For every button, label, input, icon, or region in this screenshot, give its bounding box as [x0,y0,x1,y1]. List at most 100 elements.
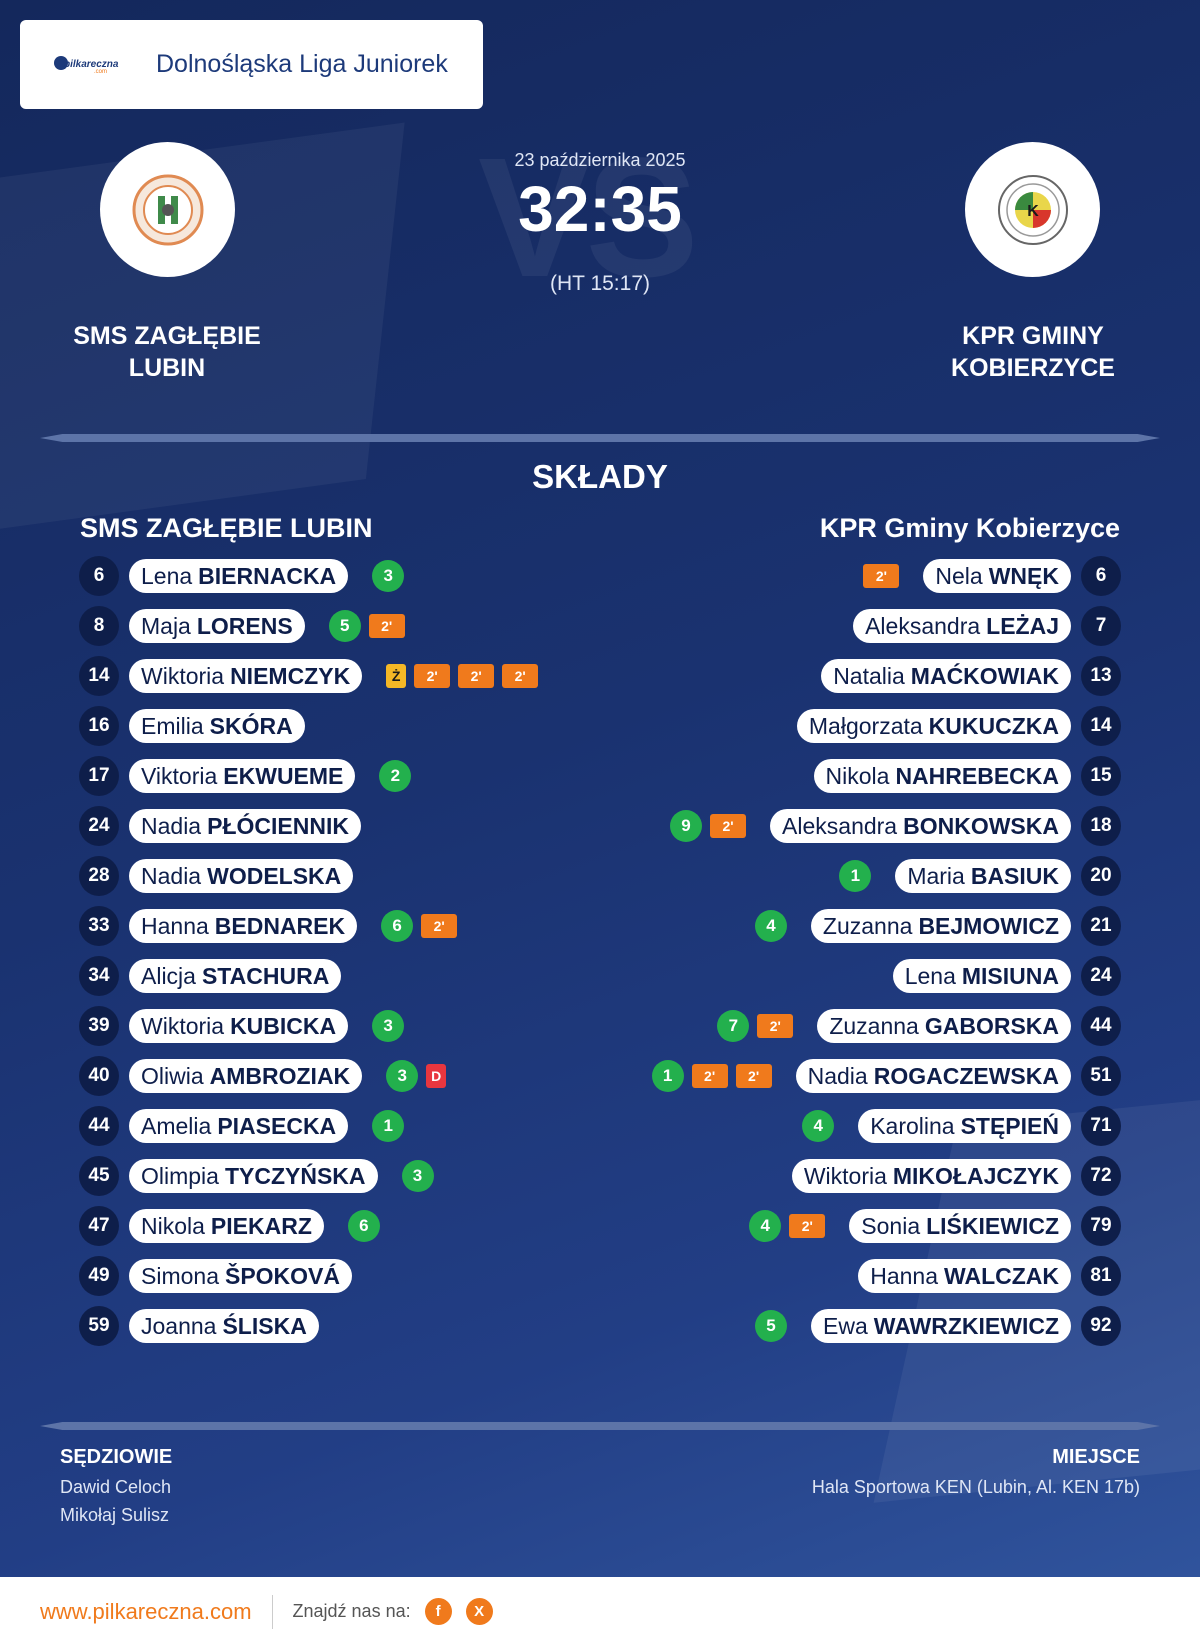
officials-title: SĘDZIOWIE [60,1446,173,1468]
player-last-name: ROGACZEWSKA [873,1062,1059,1089]
player-last-name: PIEKARZ [210,1212,312,1239]
player-first-name: Hanna [870,1262,939,1289]
player-first-name: Nadia [141,862,202,889]
goals-badge: 6 [347,1210,380,1242]
shirt-number: 51 [1081,1056,1121,1096]
player-name: Zuzanna GABORSKA [817,1009,1071,1043]
away-team-crest: K [965,142,1100,277]
goals-badge: 3 [372,560,405,592]
goals-badge: 7 [717,1010,750,1042]
player-row: 40 Oliwia AMBROZIAK 3 D [79,1056,447,1096]
shirt-number: 20 [1081,856,1121,896]
player-row: 9 2' Aleksandra BONKOWSKA 18 [670,806,1121,846]
goals-badge: 9 [670,810,703,842]
goals-badge: 5 [328,610,361,642]
player-last-name: ŚLISKA [222,1312,307,1339]
player-row: Natalia MAĆKOWIAK 13 [821,656,1121,696]
halftime-score: (HT 15:17) [550,272,650,295]
home-team-crest [100,142,235,277]
player-row: 4 2' Sonia LIŚKIEWICZ 79 [749,1206,1121,1246]
goals-badge: 1 [372,1110,405,1142]
two-minute-suspension-badge: 2' [789,1214,826,1238]
player-last-name: PŁÓCIENNIK [207,812,349,839]
player-first-name: Aleksandra [865,612,981,639]
player-last-name: KUKUCZKA [928,712,1059,739]
player-first-name: Nadia [141,812,202,839]
player-name: Sonia LIŚKIEWICZ [849,1209,1071,1243]
player-last-name: STĘPIEŃ [960,1112,1059,1139]
two-minute-suspension-badge: 2' [691,1064,728,1088]
player-last-name: MAĆKOWIAK [910,662,1059,689]
player-row: Hanna WALCZAK 81 [858,1256,1121,1296]
player-row: 47 Nikola PIEKARZ 6 [79,1206,380,1246]
official-name: Dawid Celoch [60,1477,172,1497]
player-last-name: MIKOŁAJCZYK [892,1162,1059,1189]
shirt-number: 92 [1081,1306,1121,1346]
player-name: Nadia WODELSKA [129,859,354,893]
player-first-name: Natalia [833,662,905,689]
shirt-number: 72 [1081,1156,1121,1196]
player-first-name: Maria [907,862,965,889]
player-first-name: Aleksandra [782,812,898,839]
goals-badge: 1 [839,860,872,892]
yellow-card-badge: Ż [386,664,407,688]
player-name: Wiktoria MIKOŁAJCZYK [791,1159,1071,1193]
player-row: 17 Viktoria EKWUEME 2 [79,756,412,796]
away-team-name: KPR GMINY KOBIERZYCE [951,322,1115,382]
shirt-number: 33 [79,906,119,946]
player-first-name: Nikola [141,1212,205,1239]
player-last-name: BONKOWSKA [903,812,1059,839]
player-row: Nikola NAHREBECKA 15 [813,756,1121,796]
shirt-number: 15 [1081,756,1121,796]
player-first-name: Alicja [141,962,196,989]
league-header: pilkareczna .com Dolnośląska Liga Junior… [20,20,483,109]
shirt-number: 45 [79,1156,119,1196]
svg-text:K: K [1027,203,1039,220]
player-first-name: Wiktoria [803,1162,887,1189]
player-last-name: KUBICKA [230,1012,337,1039]
official-name: Mikołaj Sulisz [60,1505,170,1525]
shirt-number: 16 [79,706,119,746]
match-date: 23 października 2025 [514,150,686,170]
goals-badge: 6 [381,910,414,942]
player-name: Hanna BEDNAREK [129,909,358,943]
goals-badge: 1 [651,1060,684,1092]
two-minute-suspension-badge: 2' [710,814,747,838]
player-row: 4 Zuzanna BEJMOWICZ 21 [754,906,1121,946]
player-last-name: LIŚKIEWICZ [926,1212,1059,1239]
shirt-number: 24 [79,806,119,846]
player-first-name: Amelia [141,1112,212,1139]
player-first-name: Hanna [141,912,209,939]
shirt-number: 6 [79,556,119,596]
player-row: Lena MISIUNA 24 [892,956,1121,996]
shirt-number: 40 [79,1056,119,1096]
player-row: 7 2' Zuzanna GABORSKA 44 [717,1006,1121,1046]
player-last-name: NIEMCZYK [230,662,351,689]
shirt-number: 49 [79,1256,119,1296]
player-row: Małgorzata KUKUCZKA 14 [796,706,1121,746]
player-last-name: PIASECKA [217,1112,337,1139]
goals-badge: 3 [386,1060,419,1092]
two-minute-suspension-badge: 2' [368,614,405,638]
player-name: Maria BASIUK [895,859,1071,893]
player-last-name: BASIUK [970,862,1059,889]
goals-badge: 3 [401,1160,434,1192]
website-link[interactable]: www.pilkareczna.com [40,1598,252,1624]
facebook-icon[interactable]: f [424,1598,452,1625]
background-decoration [873,1089,1200,1503]
player-name: Wiktoria KUBICKA [129,1009,349,1043]
player-name: Lena BIERNACKA [129,559,349,593]
shirt-number: 6 [1081,556,1121,596]
goals-badge: 4 [749,1210,782,1242]
player-last-name: TYCZYŃSKA [224,1162,366,1189]
two-minute-suspension-badge: 2' [735,1064,772,1088]
player-first-name: Nela [935,562,983,589]
player-name: Joanna ŚLISKA [129,1309,319,1343]
footer: www.pilkareczna.com Znajdź nas na: f X [0,1577,1200,1646]
x-icon[interactable]: X [465,1598,493,1625]
player-row: 5 Ewa WAWRZKIEWICZ 92 [755,1306,1121,1346]
player-name: Wiktoria NIEMCZYK [129,659,363,693]
player-name: Nikola PIEKARZ [129,1209,324,1243]
two-minute-suspension-badge: 2' [863,564,900,588]
player-first-name: Viktoria [141,762,218,789]
